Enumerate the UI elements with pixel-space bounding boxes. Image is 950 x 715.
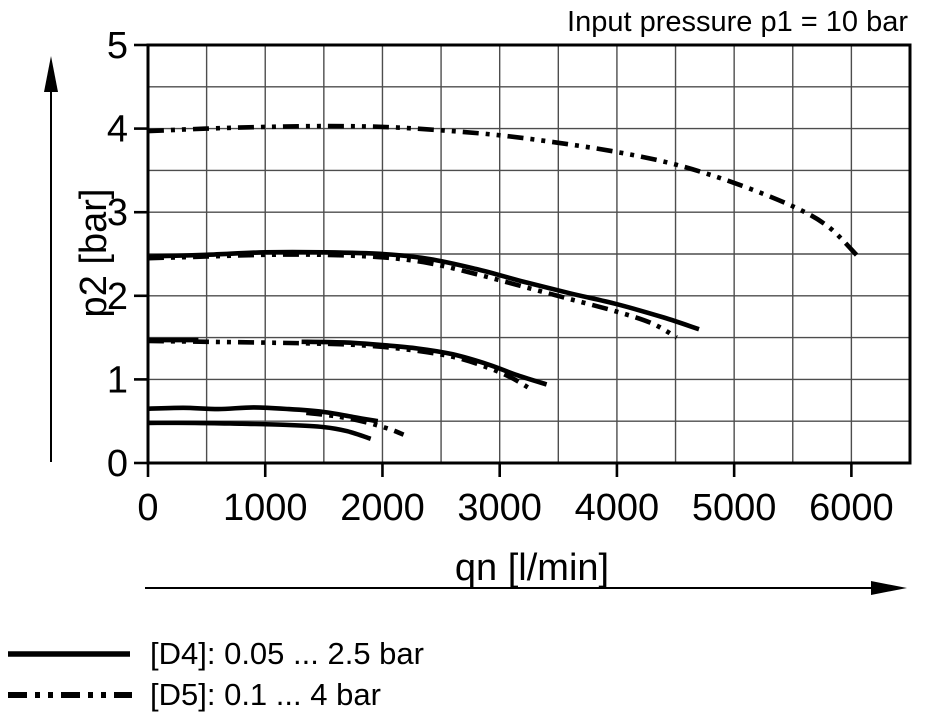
legend-label-d4: [D4]: 0.05 ... 2.5 bar [150, 636, 424, 671]
x-axis-arrow [145, 581, 907, 595]
curve-d5-setting-1.5bar [147, 338, 533, 392]
curve-d4-setting-2.5bar [147, 249, 700, 332]
plot-border [146, 43, 912, 465]
legend-row-d4: [D4]: 0.05 ... 2.5 bar [8, 636, 424, 671]
x-tick-label: 4000 [575, 487, 660, 529]
axis-ticks [134, 43, 853, 477]
y-tick-label: 3 [107, 192, 128, 234]
curve-d4-setting-1.5bar [301, 339, 548, 387]
curve-d5-setting-0.6bar [306, 410, 405, 437]
x-tick-label: 2000 [340, 487, 425, 529]
x-tick-label: 6000 [809, 487, 894, 529]
curve-d4-setting-0.5bar [147, 420, 372, 441]
x-axis-arrowhead-icon [871, 581, 907, 595]
y-axis-arrowhead-icon [44, 56, 58, 92]
legend-row-d5: [D5]: 0.1 ... 4 bar [8, 677, 381, 712]
chart-title: Input pressure p1 = 10 bar [567, 6, 908, 38]
legend-label-d5: [D5]: 0.1 ... 4 bar [150, 677, 381, 712]
y-tick-label: 5 [107, 25, 128, 67]
x-tick-label: 3000 [457, 487, 542, 529]
curve-d4-setting-0.65bar [147, 405, 379, 424]
curve-d5-setting-4bar [147, 123, 859, 258]
plot-frame [146, 43, 912, 465]
x-tick-label: 1000 [223, 487, 308, 529]
y-tick-label: 1 [107, 359, 128, 401]
y-tick-label: 4 [107, 109, 128, 151]
x-axis-label: qn [l/min] [455, 547, 609, 589]
chart-legend: [D4]: 0.05 ... 2.5 bar [D5]: 0.1 ... 4 b… [8, 636, 424, 712]
y-tick-label: 2 [107, 276, 128, 318]
y-axis-label: p2 [bar] [73, 189, 115, 318]
y-axis-arrow [44, 56, 58, 462]
axis-tick-labels: 0 1 2 3 4 5 0 1000 2000 3000 4000 5000 6000 [107, 25, 894, 529]
data-curves [147, 123, 859, 441]
x-tick-label: 5000 [692, 487, 777, 529]
curve-d5-setting-2.5bar [147, 252, 678, 340]
x-tick-label: 0 [137, 487, 158, 529]
y-tick-label: 0 [107, 443, 128, 485]
